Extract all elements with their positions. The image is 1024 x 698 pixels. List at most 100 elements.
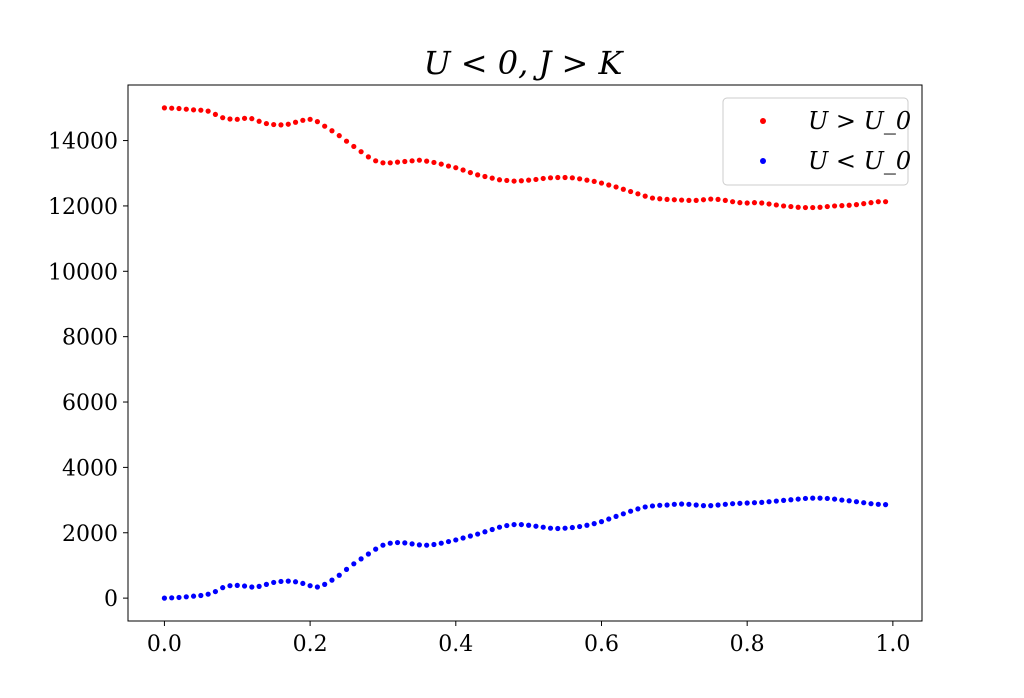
data-point xyxy=(781,203,787,209)
data-point xyxy=(737,500,743,506)
data-point xyxy=(817,495,823,501)
data-point xyxy=(445,538,452,545)
y-axis: 0 2000 4000 6000 8000 10000 12000 14000 xyxy=(48,130,128,612)
data-point xyxy=(438,161,444,167)
data-point xyxy=(292,119,299,125)
data-point xyxy=(205,591,211,597)
data-point xyxy=(263,581,269,588)
data-point xyxy=(642,193,648,199)
data-point xyxy=(445,163,452,169)
data-point xyxy=(416,542,422,548)
data-point xyxy=(875,501,881,507)
data-point xyxy=(788,203,794,210)
data-point xyxy=(788,497,794,503)
data-point xyxy=(810,495,816,501)
y-tick-label: 14000 xyxy=(48,130,118,155)
data-point xyxy=(591,178,597,185)
data-point xyxy=(577,523,583,530)
data-point xyxy=(679,501,685,507)
data-point xyxy=(759,499,765,505)
data-point xyxy=(664,502,670,508)
data-point xyxy=(628,508,634,514)
data-point xyxy=(198,107,204,113)
data-point xyxy=(198,592,204,599)
data-point xyxy=(416,157,422,163)
data-point xyxy=(773,498,779,504)
legend-label-series-1: U > U_0 xyxy=(808,107,911,135)
data-point xyxy=(846,498,852,504)
data-point xyxy=(722,501,728,507)
data-point xyxy=(846,202,852,208)
data-point xyxy=(402,540,408,546)
data-point xyxy=(256,118,262,124)
data-point xyxy=(183,106,189,112)
data-point xyxy=(715,502,721,508)
data-point xyxy=(831,203,838,209)
data-point xyxy=(824,495,830,502)
data-point xyxy=(475,531,481,537)
data-point xyxy=(453,165,459,171)
data-point xyxy=(460,167,466,173)
data-point xyxy=(329,577,335,583)
data-point xyxy=(249,584,255,590)
data-point xyxy=(795,496,801,502)
data-point xyxy=(511,521,517,528)
data-point xyxy=(584,177,590,183)
data-point xyxy=(649,503,656,509)
y-tick-label: 4000 xyxy=(62,456,118,481)
data-point xyxy=(635,506,641,512)
data-point xyxy=(161,105,168,111)
y-tick-label: 2000 xyxy=(62,522,118,547)
data-point xyxy=(766,499,772,505)
data-point xyxy=(431,541,437,548)
data-point xyxy=(606,182,612,188)
series-2 xyxy=(161,495,889,601)
data-point xyxy=(504,522,510,529)
data-point xyxy=(256,583,262,589)
data-point xyxy=(649,195,656,201)
data-point xyxy=(781,497,787,503)
data-point xyxy=(868,501,874,507)
data-point xyxy=(708,196,714,202)
data-point xyxy=(358,556,364,562)
data-point xyxy=(234,116,240,122)
data-point xyxy=(496,177,503,183)
data-point xyxy=(314,584,320,590)
data-point xyxy=(642,504,648,510)
data-point xyxy=(686,501,692,507)
data-point xyxy=(547,525,554,531)
data-point xyxy=(234,582,240,588)
data-point xyxy=(220,115,226,121)
data-point xyxy=(613,513,619,520)
data-point xyxy=(190,107,197,113)
x-tick-label: 0.6 xyxy=(584,632,619,657)
data-point xyxy=(868,200,874,206)
data-point xyxy=(759,200,765,206)
data-point xyxy=(241,115,248,121)
x-tick-label: 0.4 xyxy=(438,632,473,657)
data-point xyxy=(708,503,714,509)
data-point xyxy=(263,120,269,127)
data-point xyxy=(700,503,707,509)
data-point xyxy=(824,203,830,210)
data-point xyxy=(504,177,510,184)
data-point xyxy=(489,175,495,181)
data-point xyxy=(839,203,845,209)
data-point xyxy=(875,199,881,205)
data-point xyxy=(613,184,619,190)
data-point xyxy=(336,572,342,578)
legend-label-series-2: U < U_0 xyxy=(808,147,911,175)
data-point xyxy=(817,204,823,210)
data-point xyxy=(285,578,291,584)
data-point xyxy=(657,196,663,202)
x-tick-label: 1.0 xyxy=(875,632,910,657)
plot-frame xyxy=(127,84,923,622)
data-point xyxy=(591,521,597,527)
data-point xyxy=(424,158,430,164)
data-point xyxy=(518,178,524,184)
data-point xyxy=(475,172,481,178)
data-point xyxy=(526,522,532,528)
data-point xyxy=(810,204,816,211)
x-axis: 0.0 0.2 0.4 0.6 0.8 1.0 xyxy=(147,621,910,657)
data-point xyxy=(467,533,473,539)
